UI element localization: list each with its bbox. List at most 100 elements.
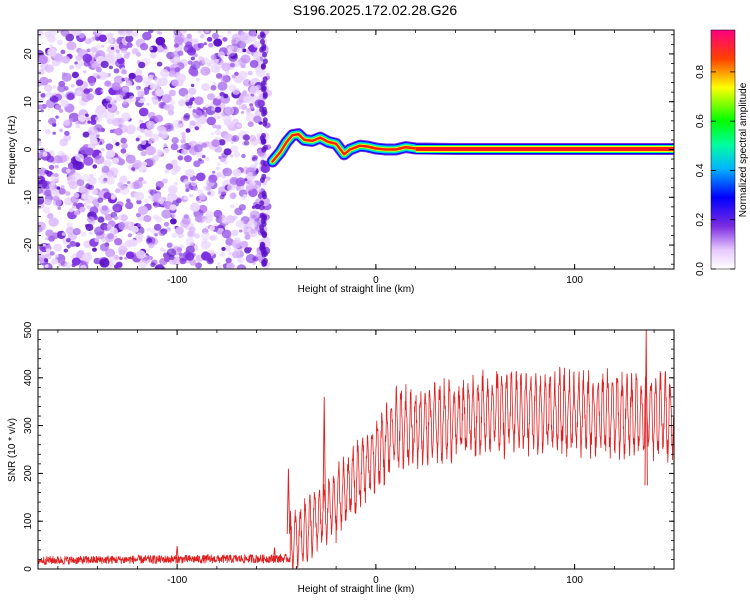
snr-line-layer bbox=[38, 330, 674, 569]
noise-blob bbox=[95, 44, 101, 50]
noise-edge-blob bbox=[259, 46, 265, 53]
noise-blob bbox=[164, 256, 170, 263]
noise-blob bbox=[48, 217, 59, 227]
noise-blob bbox=[113, 215, 119, 221]
noise-blob bbox=[221, 112, 226, 117]
noise-blob bbox=[113, 68, 120, 74]
noise-blob bbox=[148, 30, 154, 34]
noise-blob bbox=[107, 38, 114, 44]
noise-blob bbox=[58, 108, 64, 113]
noise-blob bbox=[106, 224, 113, 229]
colorbar-label: Normalized spectral amplitude bbox=[738, 82, 749, 217]
noise-blob bbox=[173, 165, 181, 173]
noise-blob bbox=[193, 160, 201, 168]
noise-blob bbox=[201, 232, 211, 241]
noise-blob bbox=[215, 73, 223, 79]
noise-blob bbox=[73, 192, 80, 198]
noise-blob bbox=[139, 123, 148, 130]
noise-blob bbox=[146, 237, 153, 243]
snr-y-tick-label: 200 bbox=[23, 465, 34, 482]
noise-blob bbox=[127, 180, 131, 185]
noise-blob bbox=[88, 134, 94, 139]
noise-blob bbox=[180, 144, 186, 150]
noise-blob bbox=[38, 30, 44, 37]
carrier-band-core bbox=[415, 147, 674, 152]
noise-blob bbox=[171, 159, 178, 166]
noise-blob bbox=[119, 256, 123, 260]
noise-blob bbox=[161, 43, 166, 48]
noise-blob bbox=[52, 131, 56, 135]
noise-blob bbox=[84, 224, 89, 228]
noise-blob bbox=[45, 229, 54, 238]
noise-blob bbox=[198, 193, 206, 201]
noise-blob bbox=[104, 233, 115, 243]
noise-blob bbox=[220, 75, 230, 84]
noise-blob bbox=[48, 182, 56, 189]
noise-blob bbox=[105, 143, 114, 151]
noise-blob bbox=[91, 188, 98, 195]
noise-blob bbox=[225, 257, 232, 264]
noise-blob bbox=[114, 235, 118, 239]
noise-blob bbox=[215, 124, 222, 130]
noise-blob bbox=[104, 80, 112, 87]
noise-blob bbox=[69, 240, 77, 247]
noise-blob bbox=[85, 113, 89, 117]
noise-blob bbox=[85, 147, 94, 156]
noise-blob bbox=[140, 43, 149, 51]
noise-blob bbox=[210, 54, 217, 60]
noise-blob bbox=[171, 233, 178, 238]
noise-blob bbox=[83, 88, 90, 95]
noise-blob bbox=[88, 126, 98, 136]
noise-blob bbox=[211, 235, 218, 241]
noise-blob bbox=[168, 89, 176, 97]
noise-blob bbox=[197, 30, 203, 34]
noise-blob bbox=[50, 188, 59, 196]
noise-blob bbox=[231, 251, 240, 259]
noise-blob bbox=[248, 135, 257, 142]
noise-blob bbox=[155, 88, 165, 97]
noise-blob bbox=[99, 258, 110, 268]
noise-blob bbox=[128, 95, 137, 103]
noise-blob bbox=[169, 99, 176, 105]
noise-blob bbox=[192, 64, 197, 68]
noise-blob bbox=[158, 198, 165, 204]
noise-blob bbox=[136, 199, 142, 205]
noise-blob bbox=[74, 61, 78, 65]
noise-blob bbox=[210, 85, 217, 91]
noise-blob bbox=[57, 206, 62, 210]
noise-blob bbox=[225, 238, 234, 246]
noise-blob bbox=[86, 204, 91, 210]
noise-blob bbox=[176, 247, 183, 253]
noise-blob bbox=[225, 72, 229, 75]
noise-blob bbox=[44, 84, 53, 92]
noise-blob bbox=[45, 237, 49, 241]
noise-blob bbox=[223, 133, 234, 143]
noise-blob bbox=[71, 71, 79, 79]
noise-blob bbox=[216, 171, 223, 178]
snr-peak bbox=[322, 396, 326, 509]
noise-blob bbox=[70, 84, 75, 88]
noise-blob bbox=[94, 226, 105, 236]
snr-line bbox=[38, 366, 674, 569]
noise-blob bbox=[234, 207, 243, 216]
noise-blob bbox=[105, 33, 113, 39]
noise-blob bbox=[52, 85, 57, 89]
noise-blob bbox=[145, 157, 156, 167]
noise-blob bbox=[148, 123, 153, 128]
noise-blob bbox=[240, 31, 245, 36]
noise-blob bbox=[245, 254, 256, 264]
noise-blob bbox=[120, 148, 127, 154]
snr-peak bbox=[286, 468, 291, 534]
noise-edge-blob bbox=[260, 63, 266, 70]
noise-blob bbox=[165, 169, 171, 174]
noise-blob bbox=[217, 162, 221, 166]
chart-title: S196.2025.172.02.28.G26 bbox=[292, 2, 458, 18]
noise-blob bbox=[222, 37, 228, 42]
colorbar bbox=[710, 29, 736, 270]
noise-edge-blob bbox=[260, 86, 266, 93]
noise-blob bbox=[40, 93, 46, 98]
noise-blob bbox=[161, 266, 166, 269]
noise-blob bbox=[47, 78, 53, 83]
noise-blob bbox=[108, 255, 117, 263]
heatmap-y-tick-label: 20 bbox=[23, 48, 34, 60]
